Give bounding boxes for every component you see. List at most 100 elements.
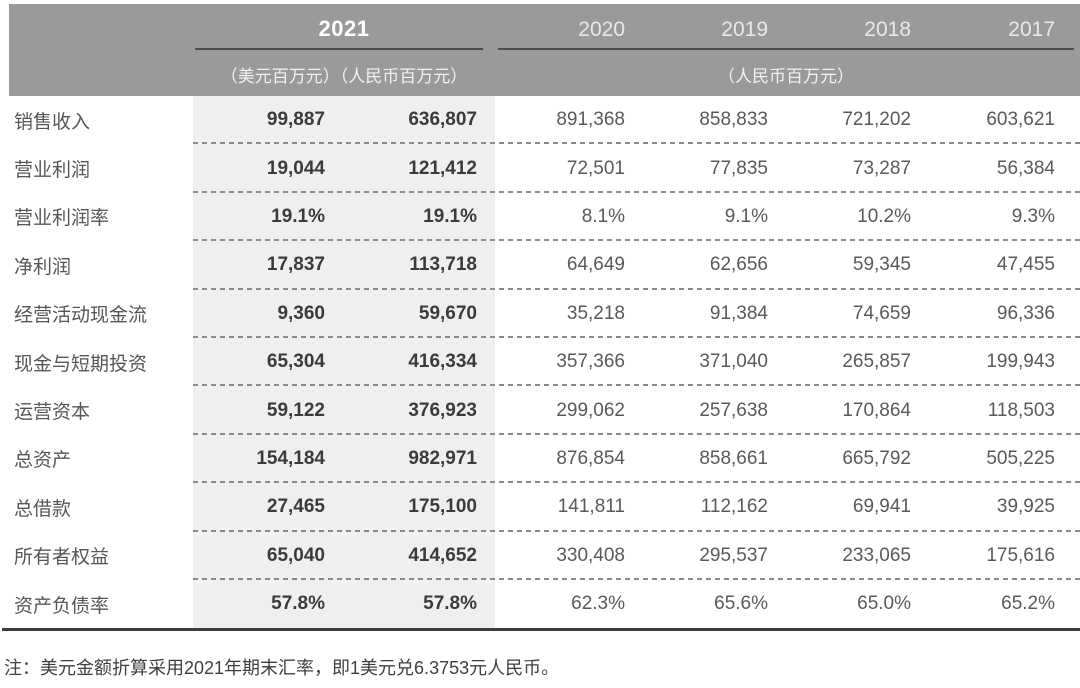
column-header-2018: 2018 <box>864 18 911 41</box>
cell-2021-rmb: 416,334 <box>408 351 477 373</box>
cell-2019: 295,537 <box>699 544 768 566</box>
table-row: 所有者权益 65,040 414,652 330,408 295,537 233… <box>0 532 1080 581</box>
header-divider-2021 <box>195 48 483 50</box>
cell-2021-usd: 65,040 <box>266 544 325 566</box>
cell-2021-rmb: 175,100 <box>408 496 477 518</box>
cell-2017: 47,455 <box>996 254 1055 276</box>
cell-2021-usd: 19.1% <box>271 205 325 227</box>
cell-2020: 876,854 <box>556 447 625 469</box>
cell-2021-usd: 59,122 <box>266 399 325 421</box>
cell-2019: 257,638 <box>699 399 768 421</box>
column-header-2019: 2019 <box>721 18 768 41</box>
table-row: 经营活动现金流 9,360 59,670 35,218 91,384 74,65… <box>0 290 1080 339</box>
cell-2019: 9.1% <box>724 205 768 227</box>
cell-2019: 77,835 <box>709 157 768 179</box>
cell-2017: 199,943 <box>986 351 1055 373</box>
row-label: 现金与短期投资 <box>14 353 148 375</box>
cell-2017: 96,336 <box>996 302 1055 324</box>
cell-2021-usd: 19,044 <box>266 157 325 179</box>
cell-2021-rmb: 376,923 <box>408 399 477 421</box>
table-header: 2021 2020 2019 2018 2017 （美元百万元）（人民币百万元）… <box>9 4 1080 96</box>
cell-2021-usd: 27,465 <box>266 496 325 518</box>
row-label: 运营资本 <box>14 402 91 424</box>
cell-2017: 175,616 <box>986 544 1055 566</box>
cell-2021-rmb: 19.1% <box>423 205 477 227</box>
cell-2017: 39,925 <box>996 496 1055 518</box>
cell-2018: 65.0% <box>857 593 911 615</box>
row-label: 净利润 <box>14 256 72 278</box>
row-label: 所有者权益 <box>14 547 110 569</box>
column-header-2021: 2021 <box>318 16 370 41</box>
row-label: 营业利润 <box>14 160 91 182</box>
cell-2018: 10.2% <box>857 205 911 227</box>
cell-2021-rmb: 59,670 <box>418 302 477 324</box>
cell-2018: 59,345 <box>852 254 911 276</box>
cell-2020: 62.3% <box>571 593 625 615</box>
footnote: 注：美元金额折算采用2021年期末汇率，即1美元兑6.3753元人民币。 <box>4 658 560 678</box>
row-label: 总借款 <box>14 498 72 520</box>
cell-2018: 170,864 <box>842 399 911 421</box>
cell-2021-usd: 9,360 <box>277 302 325 324</box>
cell-2018: 69,941 <box>852 496 911 518</box>
row-label: 营业利润率 <box>14 208 110 230</box>
table-row: 净利润 17,837 113,718 64,649 62,656 59,345 … <box>0 241 1080 290</box>
cell-2021-rmb: 982,971 <box>408 447 477 469</box>
table-row: 营业利润率 19.1% 19.1% 8.1% 9.1% 10.2% 9.3% <box>0 193 1080 242</box>
cell-2020: 8.1% <box>581 205 625 227</box>
cell-2020: 330,408 <box>556 544 625 566</box>
table-body: 销售收入 99,887 636,807 891,368 858,833 721,… <box>0 96 1080 628</box>
table-row: 总资产 154,184 982,971 876,854 858,661 665,… <box>0 435 1080 484</box>
cell-2021-rmb: 121,412 <box>408 157 477 179</box>
cell-2017: 56,384 <box>996 157 1055 179</box>
cell-2019: 65.6% <box>714 593 768 615</box>
cell-2017: 118,503 <box>987 399 1055 421</box>
cell-2020: 357,366 <box>556 351 625 373</box>
cell-2018: 74,659 <box>852 302 911 324</box>
cell-2021-usd: 57.8% <box>271 593 325 615</box>
cell-2017: 65.2% <box>1001 593 1055 615</box>
unit-label-cny: （人民币百万元） <box>718 67 854 86</box>
cell-2020: 64,649 <box>566 254 625 276</box>
cell-2021-usd: 99,887 <box>266 109 325 131</box>
cell-2020: 35,218 <box>566 302 625 324</box>
unit-label-usd-cny: （美元百万元）（人民币百万元） <box>220 67 468 86</box>
cell-2017: 9.3% <box>1011 205 1055 227</box>
cell-2018: 73,287 <box>852 157 911 179</box>
table-row: 营业利润 19,044 121,412 72,501 77,835 73,287… <box>0 144 1080 194</box>
header-divider-prior-years <box>498 48 1074 50</box>
cell-2017: 505,225 <box>986 447 1055 469</box>
cell-2019: 91,384 <box>709 302 768 324</box>
cell-2020: 299,062 <box>556 399 625 421</box>
cell-2021-usd: 154,184 <box>256 447 325 469</box>
cell-2020: 72,501 <box>566 157 625 179</box>
table-row: 运营资本 59,122 376,923 299,062 257,638 170,… <box>0 386 1080 436</box>
row-label: 经营活动现金流 <box>14 305 148 327</box>
cell-2017: 603,621 <box>986 109 1055 131</box>
table-bottom-rule <box>2 628 1080 631</box>
cell-2019: 858,661 <box>699 447 768 469</box>
row-label: 总资产 <box>14 450 72 472</box>
cell-2019: 112,162 <box>700 496 768 518</box>
cell-2021-rmb: 414,652 <box>408 544 477 566</box>
cell-2021-rmb: 57.8% <box>423 593 477 615</box>
table-row: 资产负债率 57.8% 57.8% 62.3% 65.6% 65.0% 65.2… <box>0 580 1080 628</box>
column-header-2017: 2017 <box>1008 18 1055 41</box>
cell-2021-rmb: 113,718 <box>409 254 477 276</box>
table-row: 现金与短期投资 65,304 416,334 357,366 371,040 2… <box>0 338 1080 387</box>
row-label: 销售收入 <box>14 111 91 133</box>
column-header-2020: 2020 <box>578 18 625 41</box>
cell-2021-usd: 65,304 <box>266 351 325 373</box>
highlight-band-2021 <box>193 96 495 628</box>
cell-2019: 858,833 <box>699 109 768 131</box>
cell-2018: 721,202 <box>842 109 911 131</box>
cell-2019: 62,656 <box>709 254 768 276</box>
cell-2018: 665,792 <box>842 447 911 469</box>
cell-2018: 265,857 <box>842 351 911 373</box>
cell-2021-usd: 17,837 <box>266 254 325 276</box>
row-label: 资产负债率 <box>14 595 110 617</box>
cell-2020: 141,811 <box>557 496 625 518</box>
table-row: 销售收入 99,887 636,807 891,368 858,833 721,… <box>0 96 1080 145</box>
cell-2021-rmb: 636,807 <box>408 109 477 131</box>
cell-2020: 891,368 <box>556 109 625 131</box>
